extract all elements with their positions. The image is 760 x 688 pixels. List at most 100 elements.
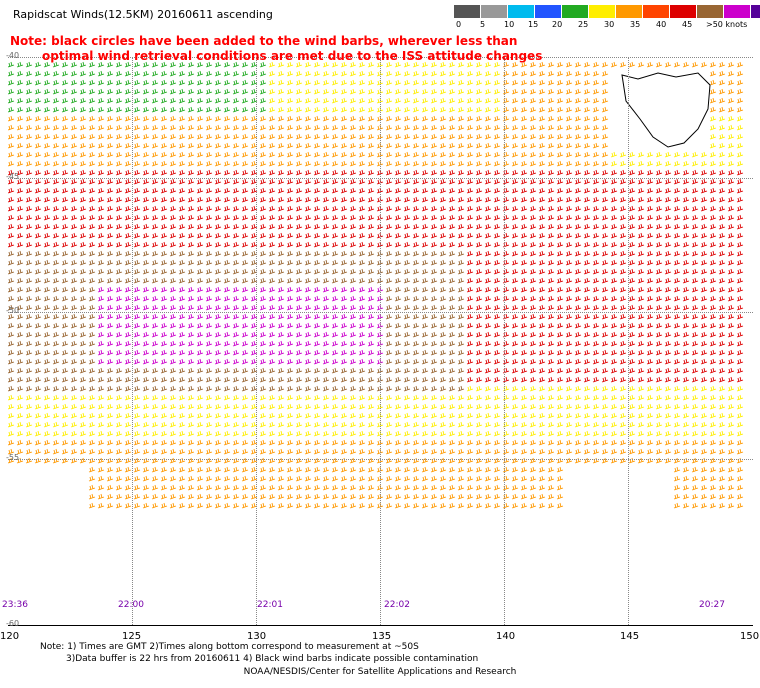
wind-barb bbox=[313, 376, 321, 383]
wind-barb bbox=[268, 367, 276, 374]
wind-barb bbox=[106, 106, 114, 113]
wind-barb bbox=[187, 250, 195, 257]
wind-barb bbox=[466, 160, 474, 167]
wind-barb bbox=[538, 304, 546, 311]
wind-barb bbox=[574, 142, 582, 149]
wind-barb bbox=[178, 502, 186, 509]
wind-barb bbox=[475, 466, 483, 473]
wind-barb bbox=[124, 196, 132, 203]
wind-barb bbox=[268, 403, 276, 410]
wind-barb bbox=[736, 394, 744, 401]
wind-barb bbox=[8, 187, 15, 194]
wind-barb bbox=[475, 403, 483, 410]
wind-barb bbox=[412, 493, 420, 500]
wind-barb bbox=[124, 475, 132, 482]
wind-barb bbox=[385, 394, 393, 401]
wind-barb bbox=[520, 430, 528, 437]
wind-barb bbox=[475, 223, 483, 230]
wind-barb bbox=[691, 430, 699, 437]
wind-barb bbox=[196, 358, 204, 365]
wind-barb bbox=[727, 430, 735, 437]
wind-barb bbox=[259, 304, 267, 311]
wind-barb bbox=[232, 439, 240, 446]
wind-barb bbox=[610, 412, 618, 419]
wind-barb bbox=[151, 259, 159, 266]
wind-barb bbox=[439, 250, 447, 257]
wind-barb bbox=[736, 178, 744, 185]
wind-barb bbox=[529, 124, 537, 131]
wind-barb bbox=[151, 250, 159, 257]
wind-barb bbox=[331, 70, 339, 77]
wind-barb bbox=[331, 178, 339, 185]
wind-barb bbox=[736, 205, 744, 212]
wind-barb bbox=[691, 241, 699, 248]
wind-barb bbox=[493, 268, 501, 275]
wind-barb bbox=[187, 385, 195, 392]
wind-barb bbox=[142, 268, 150, 275]
wind-barb bbox=[592, 169, 600, 176]
wind-barb bbox=[727, 403, 735, 410]
wind-barb bbox=[34, 160, 42, 167]
wind-barb bbox=[673, 313, 681, 320]
wind-barb bbox=[367, 97, 375, 104]
wind-barb bbox=[700, 178, 708, 185]
wind-barb bbox=[349, 142, 357, 149]
wind-barb bbox=[484, 223, 492, 230]
wind-barb bbox=[331, 115, 339, 122]
wind-barb bbox=[592, 106, 600, 113]
wind-barb bbox=[133, 403, 141, 410]
wind-barb bbox=[205, 70, 213, 77]
wind-barb bbox=[484, 142, 492, 149]
wind-barb bbox=[727, 232, 735, 239]
wind-barb bbox=[277, 322, 285, 329]
wind-barb bbox=[682, 232, 690, 239]
wind-barb bbox=[718, 223, 726, 230]
wind-barb bbox=[79, 169, 87, 176]
wind-barb bbox=[511, 439, 519, 446]
wind-barb bbox=[601, 277, 609, 284]
wind-barb bbox=[322, 394, 330, 401]
wind-barb bbox=[43, 223, 51, 230]
wind-barb bbox=[25, 196, 33, 203]
wind-barb bbox=[637, 178, 645, 185]
wind-barb bbox=[8, 70, 15, 77]
wind-barb bbox=[106, 475, 114, 482]
wind-barb bbox=[367, 475, 375, 482]
wind-barb bbox=[241, 286, 249, 293]
wind-barb bbox=[394, 187, 402, 194]
wind-barb bbox=[286, 286, 294, 293]
wind-barb bbox=[367, 286, 375, 293]
wind-barb bbox=[736, 322, 744, 329]
wind-barb bbox=[475, 214, 483, 221]
wind-barb bbox=[421, 502, 429, 509]
wind-barb bbox=[223, 88, 231, 95]
wind-barb bbox=[196, 376, 204, 383]
wind-barb bbox=[61, 331, 69, 338]
wind-barb bbox=[313, 232, 321, 239]
wind-barb bbox=[358, 196, 366, 203]
legend-label: 0 bbox=[456, 20, 462, 29]
wind-barb bbox=[322, 448, 330, 455]
wind-barb bbox=[457, 268, 465, 275]
wind-barb bbox=[403, 61, 411, 68]
wind-barb bbox=[547, 358, 555, 365]
wind-barb bbox=[187, 115, 195, 122]
wind-barb bbox=[646, 304, 654, 311]
wind-barb bbox=[286, 133, 294, 140]
wind-barb bbox=[97, 349, 105, 356]
wind-barb bbox=[232, 358, 240, 365]
wind-barb bbox=[556, 133, 564, 140]
wind-barb bbox=[322, 277, 330, 284]
wind-barb bbox=[268, 421, 276, 428]
wind-barb bbox=[295, 232, 303, 239]
wind-barb bbox=[106, 142, 114, 149]
wind-barb bbox=[268, 340, 276, 347]
wind-barb bbox=[385, 322, 393, 329]
wind-barb bbox=[610, 295, 618, 302]
wind-barb bbox=[133, 484, 141, 491]
wind-barb bbox=[268, 295, 276, 302]
wind-barb bbox=[511, 142, 519, 149]
wind-barb bbox=[304, 340, 312, 347]
wind-barb bbox=[646, 268, 654, 275]
wind-barb bbox=[727, 277, 735, 284]
